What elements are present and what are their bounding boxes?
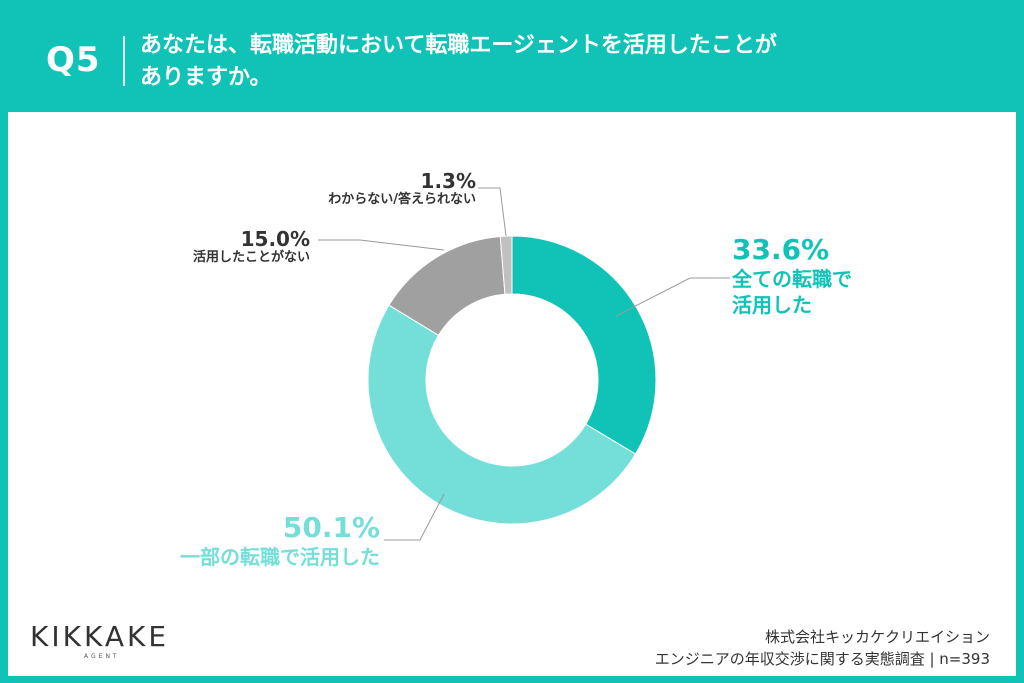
kikkake-logo: KIKKAKE [30, 620, 170, 653]
survey-info: エンジニアの年収交渉に関する実態調査 | n=393 [654, 650, 990, 668]
name-some-jobs: 一部の転職で活用した [180, 545, 380, 569]
question-number: Q5 [46, 40, 101, 80]
company-name: 株式会社キッカケクリエイション [764, 628, 990, 646]
name-all-jobs-line2: 活用した [732, 293, 812, 317]
question-line-2: ありますか。 [140, 65, 272, 90]
leader-some-jobs [384, 493, 445, 541]
leader-all-jobs [615, 277, 730, 317]
value-unknown: 1.3% [420, 169, 476, 193]
header-divider [123, 36, 125, 86]
slice-all-jobs [511, 235, 657, 455]
label-never-used: 15.0% 活用したことがない [170, 228, 310, 266]
name-never-used: 活用したことがない [192, 250, 310, 265]
slice-unknown [499, 235, 513, 295]
chart-panel [8, 112, 1016, 676]
question-text: あなたは、転職活動において転職エージェントを活用したことが ありますか。 [140, 30, 980, 94]
label-all-jobs: 33.6% 全ての転職で 活用した [732, 234, 852, 318]
slice-some-jobs [367, 304, 637, 525]
leader-never-used [318, 239, 445, 251]
logo-subtitle: AGENT [84, 653, 120, 660]
value-never-used: 15.0% [240, 227, 310, 251]
value-all-jobs: 33.6% [732, 233, 830, 266]
question-line-1: あなたは、転職活動において転職エージェントを活用したことが [140, 33, 777, 58]
value-some-jobs: 50.1% [282, 511, 380, 544]
donut-slices [367, 235, 657, 525]
leader-lines [318, 187, 730, 541]
label-unknown: 1.3% わからない/答えられない [290, 170, 476, 208]
name-unknown: わからない/答えられない [328, 192, 476, 207]
footer-credit: 株式会社キッカケクリエイション エンジニアの年収交渉に関する実態調査 | n=3… [655, 626, 990, 670]
question-header: Q5 あなたは、転職活動において転職エージェントを活用したことが ありますか。 [0, 0, 1024, 110]
label-some-jobs: 50.1% 一部の転職で活用した [170, 512, 380, 570]
leader-unknown [478, 187, 507, 237]
name-all-jobs-line1: 全ての転職で [732, 267, 852, 291]
